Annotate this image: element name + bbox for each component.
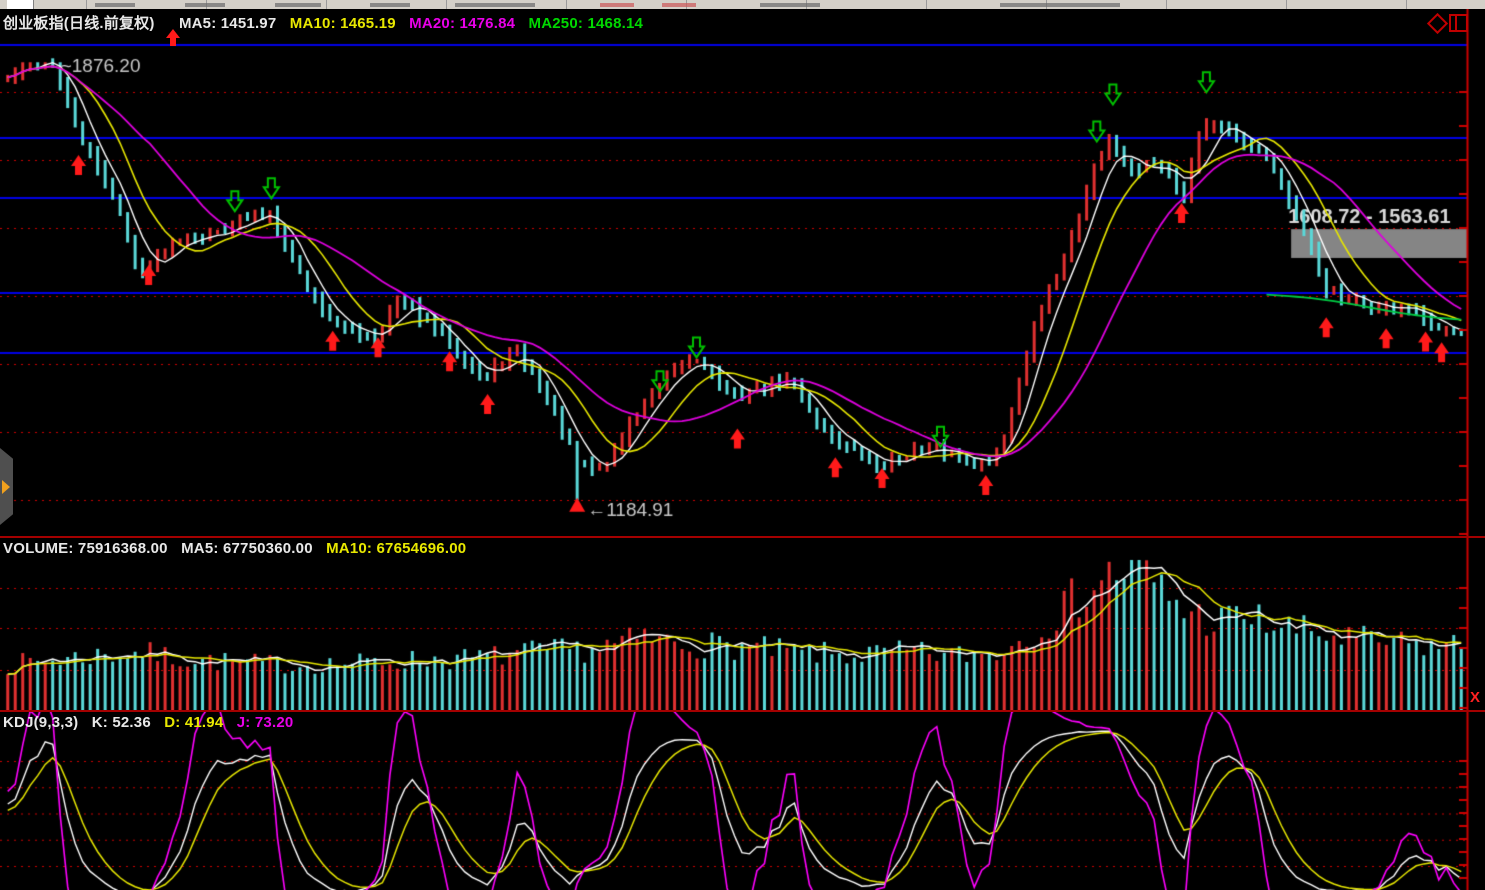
ma10-readout: MA10: 1465.19 [289, 15, 396, 32]
volume-header: VOLUME: 75916368.00 MA5: 67750360.00 MA1… [3, 540, 475, 557]
kdj-header: KDJ(9,3,3) K: 52.36 D: 41.94 J: 73.20 [3, 714, 302, 731]
top-toolbar-clipped [0, 0, 1485, 9]
close-indicator-button[interactable]: X [1470, 689, 1481, 706]
sidebar-expand-arrow-icon [2, 480, 10, 494]
volume-chart[interactable] [0, 538, 1485, 710]
kdj-k-readout: K: 52.36 [91, 714, 151, 731]
kdj-j-readout: J: 73.20 [236, 714, 294, 731]
toolbar-input-fragment [7, 0, 34, 9]
panel-separator [0, 710, 1485, 712]
ma250-readout: MA250: 1468.14 [528, 15, 644, 32]
volume-ma10-readout: MA10: 67654696.00 [326, 540, 467, 557]
panel-separator [0, 536, 1485, 538]
kdj-name: KDJ(9,3,3) [3, 714, 79, 731]
sidebar-expand-button[interactable] [0, 448, 13, 525]
window-layout-icon[interactable] [1449, 14, 1468, 32]
instrument-title: 创业板指(日线.前复权) [3, 15, 155, 32]
main-chart-header: 创业板指(日线.前复权) MA5: 1451.97 MA10: 1465.19 … [3, 12, 652, 46]
kdj-d-readout: D: 41.94 [164, 714, 224, 731]
ma20-readout: MA20: 1476.84 [409, 15, 516, 32]
kdj-chart[interactable] [0, 712, 1485, 890]
main-price-chart[interactable] [0, 9, 1485, 536]
ma5-readout: MA5: 1451.97 [178, 15, 277, 32]
volume-readout: VOLUME: 75916368.00 [3, 540, 168, 557]
volume-ma5-readout: MA5: 67750360.00 [181, 540, 313, 557]
